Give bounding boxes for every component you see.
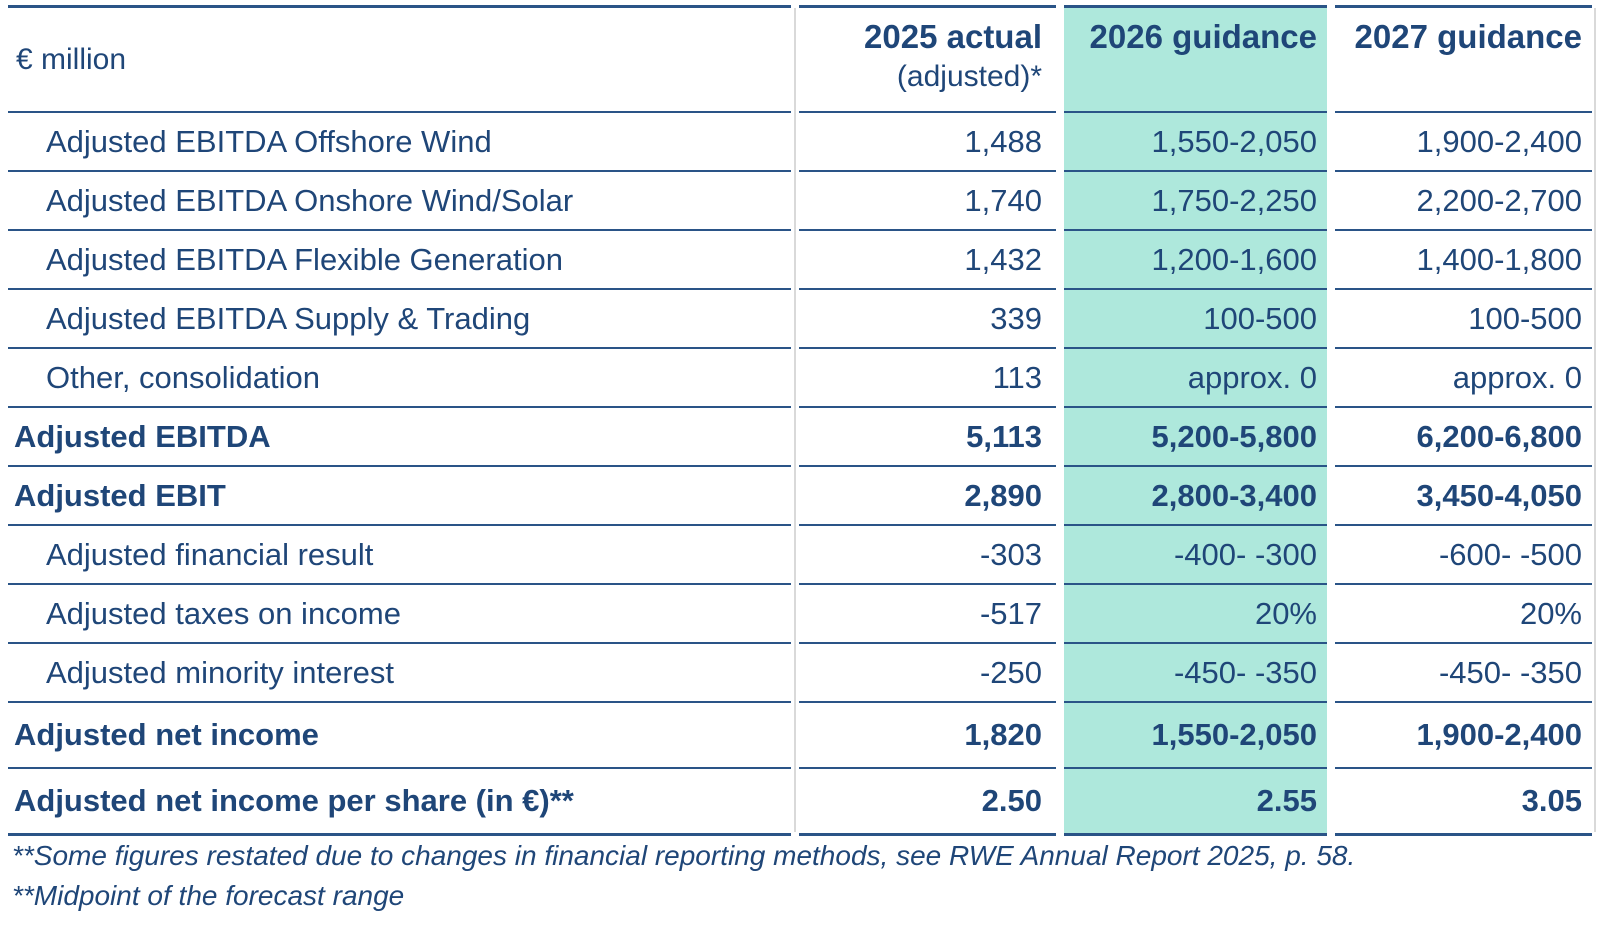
cell-2026-guidance: 5,200-5,800: [1064, 408, 1327, 467]
cell-2027-guidance: 20%: [1335, 585, 1592, 644]
table-row: Adjusted EBITDA Onshore Wind/Solar 1,740…: [8, 172, 1592, 231]
cell-2025-actual: 1,740: [799, 172, 1056, 231]
row-label: Adjusted EBIT: [8, 467, 791, 526]
row-label: Adjusted EBITDA Onshore Wind/Solar: [8, 172, 791, 231]
table-right-edge: [1594, 8, 1596, 832]
footnotes: **Some figures restated due to changes i…: [12, 836, 1355, 916]
row-label: Other, consolidation: [8, 349, 791, 408]
cell-2027-guidance: -600- -500: [1335, 526, 1592, 585]
cell-2027-guidance: 3.05: [1335, 769, 1592, 836]
column-header-label: 2027 guidance: [1354, 18, 1582, 55]
cell-2026-guidance: -400- -300: [1064, 526, 1327, 585]
cell-2027-guidance: 100-500: [1335, 290, 1592, 349]
cell-2026-guidance: 1,200-1,600: [1064, 231, 1327, 290]
cell-2025-actual: 2,890: [799, 467, 1056, 526]
table-row: Adjusted minority interest -250 -450- -3…: [8, 644, 1592, 703]
cell-2026-guidance: approx. 0: [1064, 349, 1327, 408]
cell-2025-actual: 1,820: [799, 703, 1056, 769]
table-row-subtotal: Adjusted EBITDA 5,113 5,200-5,800 6,200-…: [8, 408, 1592, 467]
column-header-2026-guidance: 2026 guidance: [1064, 5, 1327, 113]
cell-2025-actual: 1,432: [799, 231, 1056, 290]
cell-2026-guidance: 1,550-2,050: [1064, 703, 1327, 769]
cell-2027-guidance: approx. 0: [1335, 349, 1592, 408]
table-row: Adjusted taxes on income -517 20% 20%: [8, 585, 1592, 644]
cell-2026-guidance: 1,550-2,050: [1064, 113, 1327, 172]
column-divider: [794, 8, 796, 832]
table-row: Adjusted EBITDA Offshore Wind 1,488 1,55…: [8, 113, 1592, 172]
cell-2025-actual: 113: [799, 349, 1056, 408]
table-header-row: € million 2025 actual (adjusted)* 2026 g…: [8, 5, 1592, 113]
cell-2027-guidance: 1,400-1,800: [1335, 231, 1592, 290]
row-label: Adjusted minority interest: [8, 644, 791, 703]
table-row: Adjusted financial result -303 -400- -30…: [8, 526, 1592, 585]
column-header-label: 2025 actual: [864, 18, 1042, 55]
table-row: Other, consolidation 113 approx. 0 appro…: [8, 349, 1592, 408]
row-label: Adjusted EBITDA Offshore Wind: [8, 113, 791, 172]
row-label: Adjusted net income: [8, 703, 791, 769]
cell-2026-guidance: 100-500: [1064, 290, 1327, 349]
cell-2025-actual: -303: [799, 526, 1056, 585]
cell-2027-guidance: 1,900-2,400: [1335, 113, 1592, 172]
column-header-2025-actual: 2025 actual (adjusted)*: [799, 5, 1056, 113]
cell-2027-guidance: -450- -350: [1335, 644, 1592, 703]
guidance-table: € million 2025 actual (adjusted)* 2026 g…: [0, 5, 1600, 836]
footnote-restated: **Some figures restated due to changes i…: [12, 840, 1356, 871]
cell-2026-guidance: -450- -350: [1064, 644, 1327, 703]
unit-label: € million: [8, 5, 791, 113]
row-label: Adjusted taxes on income: [8, 585, 791, 644]
cell-2026-guidance: 2.55: [1064, 769, 1327, 836]
cell-2025-actual: 1,488: [799, 113, 1056, 172]
footnote-midpoint: **Midpoint of the forecast range: [12, 880, 405, 911]
cell-2027-guidance: 2,200-2,700: [1335, 172, 1592, 231]
row-label: Adjusted EBITDA: [8, 408, 791, 467]
cell-2026-guidance: 2,800-3,400: [1064, 467, 1327, 526]
table-row: Adjusted EBITDA Flexible Generation 1,43…: [8, 231, 1592, 290]
table-row-subtotal: Adjusted EBIT 2,890 2,800-3,400 3,450-4,…: [8, 467, 1592, 526]
cell-2026-guidance: 20%: [1064, 585, 1327, 644]
table-row: Adjusted EBITDA Supply & Trading 339 100…: [8, 290, 1592, 349]
row-label: Adjusted EBITDA Supply & Trading: [8, 290, 791, 349]
table-row-total: Adjusted net income 1,820 1,550-2,050 1,…: [8, 703, 1592, 769]
column-header-sublabel: (adjusted)*: [896, 60, 1042, 93]
column-header-2027-guidance: 2027 guidance: [1335, 5, 1592, 113]
column-header-label: 2026 guidance: [1089, 18, 1317, 55]
cell-2027-guidance: 1,900-2,400: [1335, 703, 1592, 769]
row-label: Adjusted net income per share (in €)**: [8, 769, 791, 836]
cell-2027-guidance: 3,450-4,050: [1335, 467, 1592, 526]
cell-2025-actual: 5,113: [799, 408, 1056, 467]
cell-2026-guidance: 1,750-2,250: [1064, 172, 1327, 231]
cell-2025-actual: 2.50: [799, 769, 1056, 836]
cell-2025-actual: -517: [799, 585, 1056, 644]
cell-2025-actual: -250: [799, 644, 1056, 703]
cell-2027-guidance: 6,200-6,800: [1335, 408, 1592, 467]
table-row-per-share: Adjusted net income per share (in €)** 2…: [8, 769, 1592, 836]
row-label: Adjusted EBITDA Flexible Generation: [8, 231, 791, 290]
row-label: Adjusted financial result: [8, 526, 791, 585]
cell-2025-actual: 339: [799, 290, 1056, 349]
